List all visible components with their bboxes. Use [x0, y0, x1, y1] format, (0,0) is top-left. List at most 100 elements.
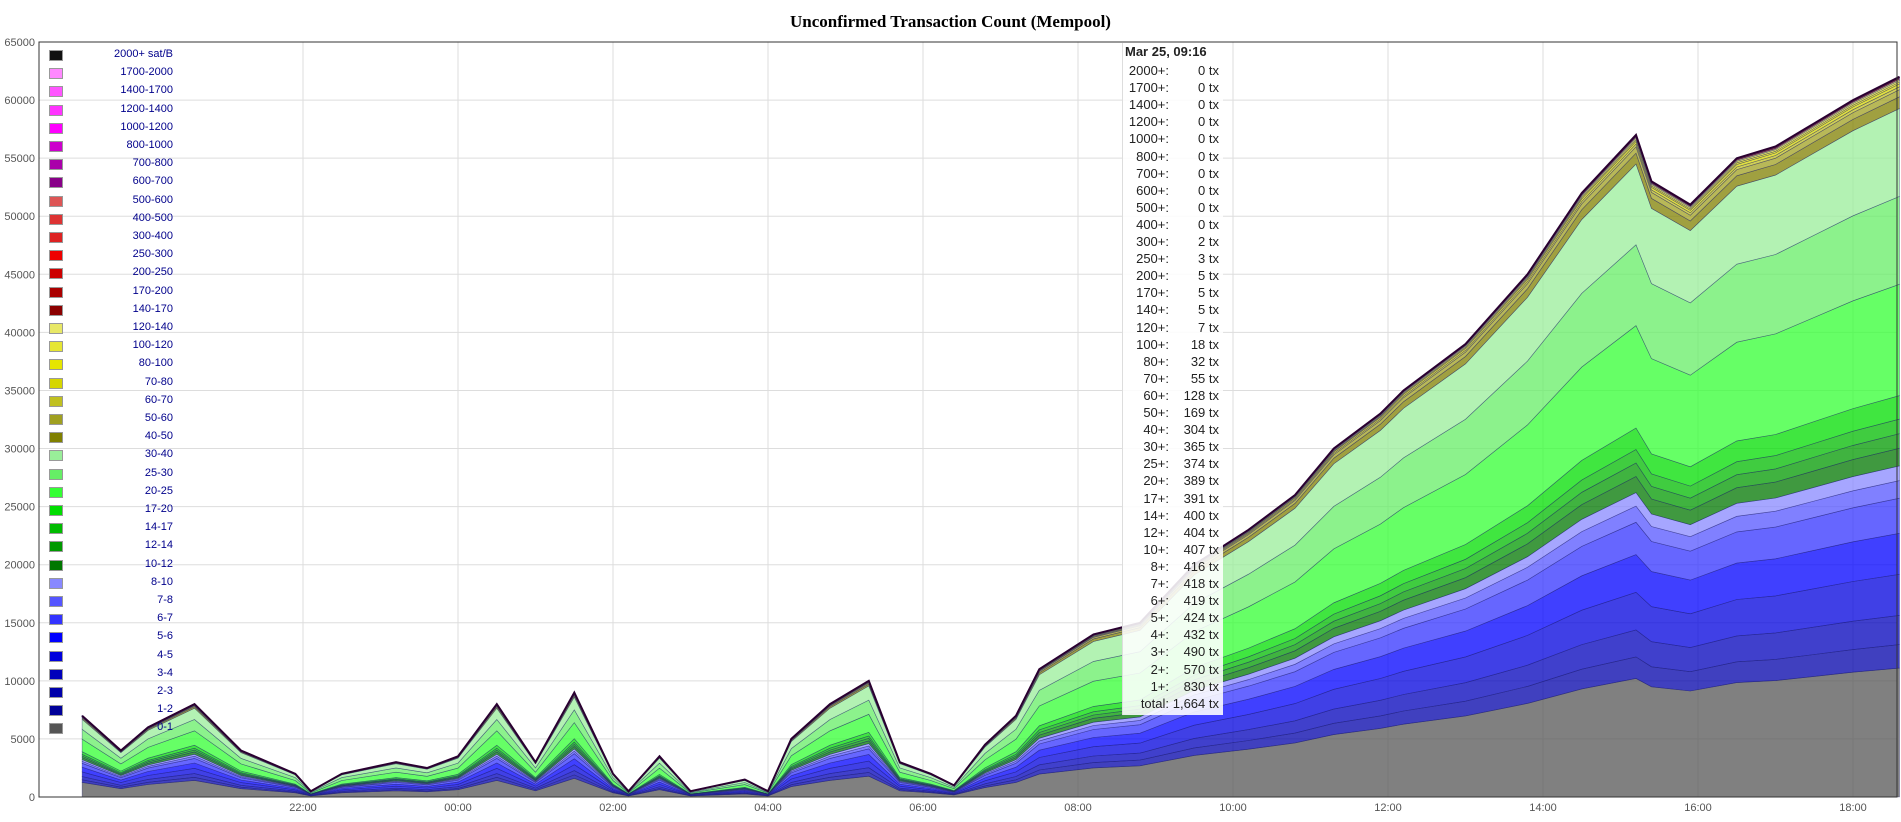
- legend-item[interactable]: 7-8: [45, 594, 173, 608]
- legend-swatch: [49, 395, 63, 407]
- tooltip-row-value: 0 tx: [1198, 63, 1219, 78]
- y-tick-label: 45000: [4, 269, 35, 281]
- legend-item[interactable]: 10-12: [45, 558, 173, 572]
- legend-item[interactable]: 700-800: [45, 157, 173, 171]
- tooltip-row-label: 700+:: [1136, 165, 1169, 181]
- tooltip-row-value: 1,664 tx: [1172, 695, 1219, 711]
- legend-item[interactable]: 8-10: [45, 576, 173, 590]
- legend-item[interactable]: 2-3: [45, 685, 173, 699]
- legend-item[interactable]: 800-1000: [45, 139, 173, 153]
- tooltip-row: 14+: 400 tx: [1123, 508, 1219, 525]
- legend-item[interactable]: 200-250: [45, 266, 173, 280]
- tooltip-row: 170+: 5 tx: [1123, 285, 1219, 302]
- legend-swatch: [49, 486, 63, 498]
- legend-label: 100-120: [132, 339, 173, 352]
- x-tick-label: 06:00: [909, 802, 937, 814]
- legend-swatch: [49, 268, 63, 280]
- legend-label: 600-700: [132, 175, 173, 188]
- legend-item[interactable]: 400-500: [45, 212, 173, 226]
- legend-item[interactable]: 300-400: [45, 230, 173, 244]
- legend-item[interactable]: 1000-1200: [45, 121, 173, 135]
- legend-item[interactable]: 14-17: [45, 521, 173, 535]
- x-tick-label: 00:00: [444, 802, 472, 814]
- tooltip-row-value: 419 tx: [1183, 593, 1219, 609]
- legend-swatch: [49, 414, 63, 425]
- tooltip-row-value: 32 tx: [1190, 353, 1219, 369]
- legend-item[interactable]: 50-60: [45, 412, 173, 426]
- legend-item[interactable]: 70-80: [45, 376, 173, 390]
- tooltip-row-value: 5 tx: [1198, 268, 1219, 284]
- legend-item[interactable]: 500-600: [45, 194, 173, 208]
- legend-item[interactable]: 25-30: [45, 467, 173, 481]
- tooltip-row-label: 1700+:: [1128, 80, 1169, 96]
- legend-swatch: [49, 195, 63, 207]
- tooltip-row-value: 7 tx: [1198, 319, 1219, 335]
- legend-item[interactable]: 170-200: [45, 285, 173, 299]
- legend-item[interactable]: 17-20: [45, 503, 173, 517]
- x-axis: 22:00 00:00 02:00 04:00 06:00 08:00 10:00 12:00…: [289, 802, 1867, 814]
- legend-item[interactable]: 1400-1700: [45, 84, 173, 98]
- legend-item[interactable]: 5-6: [45, 630, 173, 644]
- legend-label: 10-12: [144, 557, 173, 570]
- tooltip-row: 200+: 5 tx: [1123, 268, 1219, 285]
- legend-item[interactable]: 80-100: [45, 357, 173, 371]
- tooltip-row-label: 2000+:: [1128, 63, 1169, 78]
- tooltip-row-label: 2+:: [1150, 661, 1169, 677]
- tooltip-row-label: 50+:: [1143, 405, 1169, 420]
- legend-label: 250-300: [132, 248, 173, 261]
- legend-label: 0-1: [157, 721, 173, 734]
- legend-label: 1200-1400: [120, 102, 173, 115]
- legend-item[interactable]: 12-14: [45, 539, 173, 553]
- legend-item[interactable]: 1-2: [45, 703, 173, 717]
- legend-label: 50-60: [144, 412, 173, 424]
- legend-swatch: [49, 577, 63, 589]
- legend-swatch: [49, 541, 63, 553]
- tooltip-row: 500+: 0 tx: [1123, 200, 1219, 217]
- legend-item[interactable]: 4-5: [45, 649, 173, 663]
- y-tick-label: 60000: [4, 95, 35, 107]
- tooltip-row-value: 0 tx: [1198, 114, 1219, 130]
- legend-item[interactable]: 1200-1400: [45, 103, 173, 117]
- legend-swatch: [49, 250, 63, 262]
- legend-item[interactable]: 1700-2000: [45, 66, 173, 80]
- legend-swatch: [49, 614, 63, 626]
- tooltip-row: 80+: 32 tx: [1123, 354, 1219, 371]
- legend-item[interactable]: 600-700: [45, 175, 173, 189]
- legend-label: 800-1000: [126, 139, 174, 151]
- legend-swatch: [49, 141, 63, 152]
- legend-item[interactable]: 0-1: [45, 721, 173, 735]
- tooltip-row-value: 0 tx: [1198, 148, 1219, 164]
- legend-swatch: [49, 68, 63, 80]
- legend-swatch: [49, 177, 63, 189]
- tooltip-row: 1400+: 0 tx: [1123, 97, 1219, 114]
- legend-label: 70-80: [144, 375, 173, 388]
- legend-item[interactable]: 60-70: [45, 394, 173, 408]
- tooltip-row-label: 1400+:: [1128, 97, 1169, 113]
- tooltip-row-label: total:: [1140, 695, 1169, 711]
- tooltip-row-value: 432 tx: [1183, 627, 1219, 643]
- tooltip-row-value: 18 tx: [1190, 336, 1219, 352]
- tooltip-row-label: 1+:: [1150, 678, 1169, 694]
- legend-item[interactable]: 2000+ sat/B: [45, 48, 173, 62]
- y-tick-label: 20000: [4, 560, 35, 572]
- hover-tooltip: Mar 25, 09:16 2000+: 0 tx 1700+: 0 tx 1400+:…: [1122, 43, 1223, 715]
- legend-item[interactable]: 30-40: [45, 448, 173, 462]
- legend-item[interactable]: 20-25: [45, 485, 173, 499]
- legend-label: 30-40: [144, 448, 173, 461]
- legend-item[interactable]: 250-300: [45, 248, 173, 262]
- tooltip-row: 60+: 128 tx: [1123, 388, 1219, 405]
- x-tick-label: 22:00: [289, 802, 317, 814]
- legend-swatch: [49, 304, 63, 316]
- legend-item[interactable]: 40-50: [45, 430, 173, 444]
- legend-item[interactable]: 100-120: [45, 339, 173, 353]
- legend-swatch: [49, 359, 63, 371]
- legend-item[interactable]: 120-140: [45, 321, 173, 335]
- legend-swatch: [49, 341, 63, 353]
- legend-item[interactable]: 3-4: [45, 667, 173, 681]
- legend-label: 200-250: [132, 266, 173, 279]
- y-tick-label: 30000: [4, 444, 35, 456]
- legend-item[interactable]: 6-7: [45, 612, 173, 626]
- legend-label: 700-800: [132, 157, 173, 170]
- legend-item[interactable]: 140-170: [45, 303, 173, 317]
